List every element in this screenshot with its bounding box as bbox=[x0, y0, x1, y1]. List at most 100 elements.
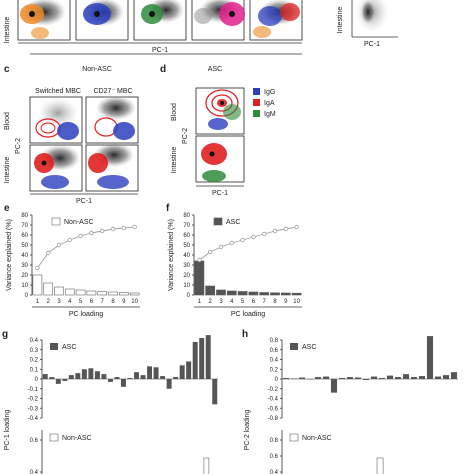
panel-g-letter: g bbox=[2, 329, 8, 340]
top-panel-1 bbox=[17, 0, 71, 41]
legend-swatch bbox=[213, 217, 223, 226]
panel-d-letter: d bbox=[160, 64, 166, 75]
bar bbox=[81, 369, 87, 379]
bar bbox=[134, 372, 139, 379]
y-tick-label: 10 bbox=[21, 283, 28, 289]
panel-c-title: Non-ASC bbox=[82, 66, 112, 73]
y-tick-label: 0.4 bbox=[270, 358, 279, 364]
panel-d-title: ASC bbox=[208, 66, 222, 73]
bar bbox=[362, 379, 370, 380]
x-tick-label: 4 bbox=[68, 299, 72, 305]
top-pc1-label: PC-1 bbox=[152, 47, 168, 54]
bar bbox=[450, 372, 458, 379]
y-tick-label: 80 bbox=[21, 213, 28, 219]
y-tick-label: 0.2 bbox=[270, 367, 279, 373]
legend-label: ASC bbox=[226, 219, 240, 226]
x-tick-label: 6 bbox=[252, 299, 256, 305]
panel-c-intestine-cd27 bbox=[85, 143, 139, 192]
x-tick-label: 1 bbox=[36, 299, 40, 305]
x-tick-label: 8 bbox=[273, 299, 277, 305]
bar-2 bbox=[203, 457, 210, 474]
bar bbox=[212, 379, 218, 405]
y-tick-label: 0.1 bbox=[30, 367, 39, 373]
bar bbox=[118, 292, 129, 296]
top-row: Intestine bbox=[4, 0, 398, 55]
x-tick-label: 2 bbox=[209, 299, 213, 305]
x-tick-label: 4 bbox=[230, 299, 234, 305]
y-tick-label: 0.6 bbox=[270, 348, 279, 354]
panel-h-chart: h 0.8 0.6 0.4 0.2 0 -0.2 -0.4 -0.6 -0.8 ASC PC-2 lo… bbox=[242, 329, 458, 474]
panel-c-row-blood: Blood bbox=[4, 112, 11, 130]
y-tick-label: 0.3 bbox=[30, 348, 39, 354]
y-tick-label: -0.2 bbox=[28, 397, 39, 403]
panel-d-legend: IgG IgA IgM bbox=[253, 88, 276, 118]
cumulative-point bbox=[262, 231, 267, 237]
y-tick-label: -0.4 bbox=[268, 397, 279, 403]
bar bbox=[205, 285, 216, 296]
bar bbox=[426, 336, 434, 379]
y-tick-label: 0.8 bbox=[270, 338, 279, 344]
y-tick-label: -0.4 bbox=[28, 416, 39, 422]
y-tick-label: -0.3 bbox=[28, 406, 39, 412]
bar bbox=[64, 288, 75, 296]
cumulative-point bbox=[110, 226, 116, 232]
bar bbox=[54, 286, 64, 296]
cumulative-point bbox=[207, 249, 213, 255]
legend-label-iga: IgA bbox=[264, 100, 275, 107]
bar bbox=[290, 378, 298, 380]
bar bbox=[160, 376, 166, 379]
legend-swatch bbox=[50, 343, 58, 350]
y-tick-label: 70 bbox=[21, 223, 28, 229]
panel-c-col-1: Switched MBC bbox=[35, 88, 81, 95]
legend-label-2: Non-ASC bbox=[302, 435, 332, 442]
panel-d-xlabel: PC-1 bbox=[212, 190, 228, 197]
x-tick-label: 9 bbox=[284, 299, 288, 305]
bar bbox=[370, 376, 378, 379]
cumulative-point bbox=[251, 234, 256, 240]
y-tick-label: 70 bbox=[183, 223, 190, 229]
y-tick-label: 80 bbox=[183, 213, 190, 219]
cumulative-point bbox=[218, 244, 224, 250]
legend-swatch-igm bbox=[253, 110, 260, 117]
bar bbox=[237, 291, 248, 296]
x-tick-label: 3 bbox=[219, 299, 223, 305]
cumulative-point bbox=[197, 257, 202, 263]
cumulative-point bbox=[272, 228, 278, 234]
y-tick-label: -0.1 bbox=[28, 387, 39, 393]
y-axis-label: PC-1 loading bbox=[4, 410, 11, 451]
y-tick-label: 50 bbox=[183, 243, 190, 249]
cumulative-point bbox=[89, 230, 94, 236]
legend-label: Non-ASC bbox=[64, 219, 94, 226]
y-tick-label: 40 bbox=[21, 253, 28, 259]
cumulative-point bbox=[35, 265, 40, 271]
x-tick-label: 2 bbox=[47, 299, 51, 305]
cumulative-point bbox=[99, 228, 105, 234]
bar bbox=[410, 377, 418, 379]
panel-c-row-intestine: Intestine bbox=[4, 157, 11, 184]
bar bbox=[108, 291, 118, 296]
y-tick-label-2: 0.6 bbox=[30, 438, 39, 444]
bar bbox=[94, 371, 100, 379]
bar bbox=[306, 379, 314, 380]
top-panel-3 bbox=[133, 0, 187, 41]
panel-e-chart: e 0 10 20 30 40 50 60 70 80 Variance explained (%)… bbox=[4, 203, 140, 318]
bar bbox=[330, 379, 338, 393]
y-axis-label: Variance explained (%) bbox=[168, 219, 175, 291]
legend-swatch bbox=[51, 217, 61, 226]
bar bbox=[75, 373, 81, 379]
bar bbox=[147, 366, 153, 379]
bar bbox=[62, 379, 68, 381]
legend-swatch-2 bbox=[49, 433, 59, 442]
bar bbox=[88, 368, 94, 379]
panel-c-col-2: CD27⁻ MBC bbox=[93, 88, 132, 95]
y-tick-label: 0 bbox=[25, 293, 29, 299]
bar bbox=[322, 376, 330, 379]
panel-c-intestine-switched bbox=[29, 144, 83, 192]
legend-label-igm: IgM bbox=[264, 111, 276, 118]
y-tick-label: 0 bbox=[35, 377, 39, 383]
bar bbox=[216, 289, 226, 296]
legend-swatch-iga bbox=[253, 99, 260, 106]
bar bbox=[32, 274, 43, 296]
bar bbox=[434, 376, 442, 379]
panel-g-chart: g 0.4 0.3 0.2 0.1 0 -0.1 -0.2 -0.3 -0.4 ASC PC-1 lo… bbox=[2, 329, 218, 474]
